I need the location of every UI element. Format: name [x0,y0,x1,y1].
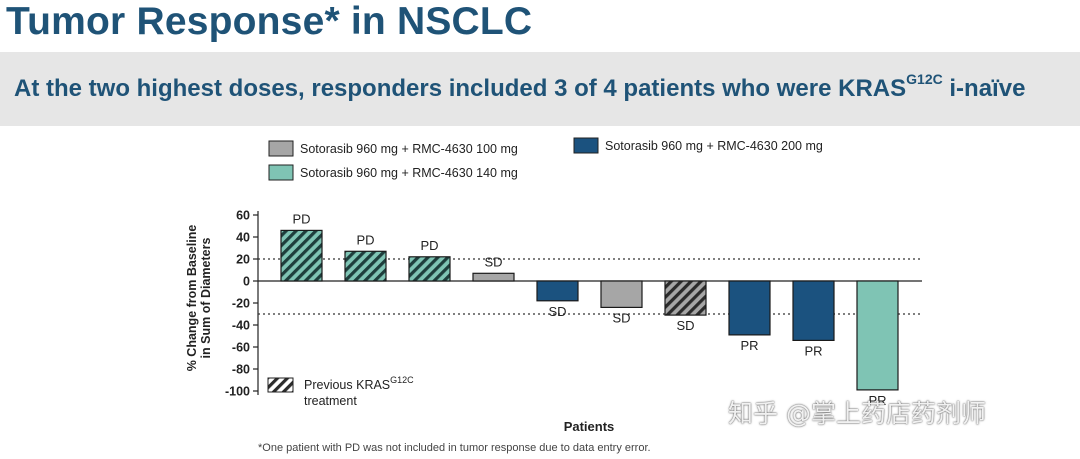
bar-series: PD PD PD SD SD SD SD PR PR PR [280,211,899,408]
y-tick-label: -40 [232,319,250,333]
bar-label-patient-8: PR [740,338,758,353]
bar-label-patient-3: PD [420,238,438,253]
y-tick-label: 20 [236,253,250,267]
bar-label-patient-4: SD [484,254,502,269]
y-tick-label: -100 [225,385,250,399]
subtitle-tail: i-naïve [942,75,1026,102]
hatch-legend-swatch [267,377,294,393]
subtitle-banner: At the two highest doses, responders inc… [0,52,1080,126]
y-axis-label: % Change from Baseline in Sum of Diamete… [185,225,213,372]
hatch-legend-label-line2: treatment [304,394,357,408]
y-tick-label: -60 [232,341,250,355]
y-tick-label: 40 [236,231,250,245]
y-tick-label: -20 [232,297,250,311]
bar-patient-8 [728,280,771,336]
legend: Sotorasib 960 mg + RMC-4630 100 mg Sotor… [268,137,823,181]
legend-swatch-100mg [268,140,294,157]
bar-label-patient-5: SD [548,304,566,319]
bar-label-patient-9: PR [804,343,822,358]
hatch-legend: Previous KRASG12C treatment [267,375,414,408]
legend-label-100mg: Sotorasib 960 mg + RMC-4630 100 mg [300,142,518,156]
bar-label-patient-7: SD [676,318,694,333]
bar-label-patient-10: PR [868,393,886,408]
bar-patient-10 [856,280,899,391]
bar-patient-7 [664,280,707,316]
hatch-legend-label: Previous KRASG12C [304,375,414,392]
subtitle-text: At the two highest doses, responders inc… [14,71,1026,103]
legend-label-140mg: Sotorasib 960 mg + RMC-4630 140 mg [300,166,518,180]
bar-label-patient-2: PD [356,232,374,247]
y-axis-label-line1: % Change from Baseline [185,225,199,372]
bar-patient-1 [280,229,323,282]
footnote: *One patient with PD was not included in… [258,442,651,454]
page-title: Tumor Response* in NSCLC [6,0,533,43]
bar-patient-2 [344,250,387,282]
y-tick-label: 60 [236,209,250,223]
y-tick-label: -80 [232,363,250,377]
y-axis-label-line2: in Sum of Diameters [199,238,213,359]
legend-swatch-140mg [268,164,294,181]
bar-patient-3 [408,256,451,282]
bar-patient-6 [600,280,643,308]
subtitle-superscript: G12C [906,71,943,87]
legend-swatch-200mg [573,137,599,154]
bar-label-patient-6: SD [612,310,630,325]
bar-patient-4 [472,272,515,282]
bar-patient-5 [536,280,579,302]
subtitle-main: At the two highest doses, responders inc… [14,75,907,102]
bar-label-patient-1: PD [292,211,310,226]
legend-label-200mg: Sotorasib 960 mg + RMC-4630 200 mg [605,139,823,153]
y-tick-label: 0 [243,275,250,289]
x-axis-label: Patients [564,419,615,434]
bar-patient-9 [792,280,835,342]
